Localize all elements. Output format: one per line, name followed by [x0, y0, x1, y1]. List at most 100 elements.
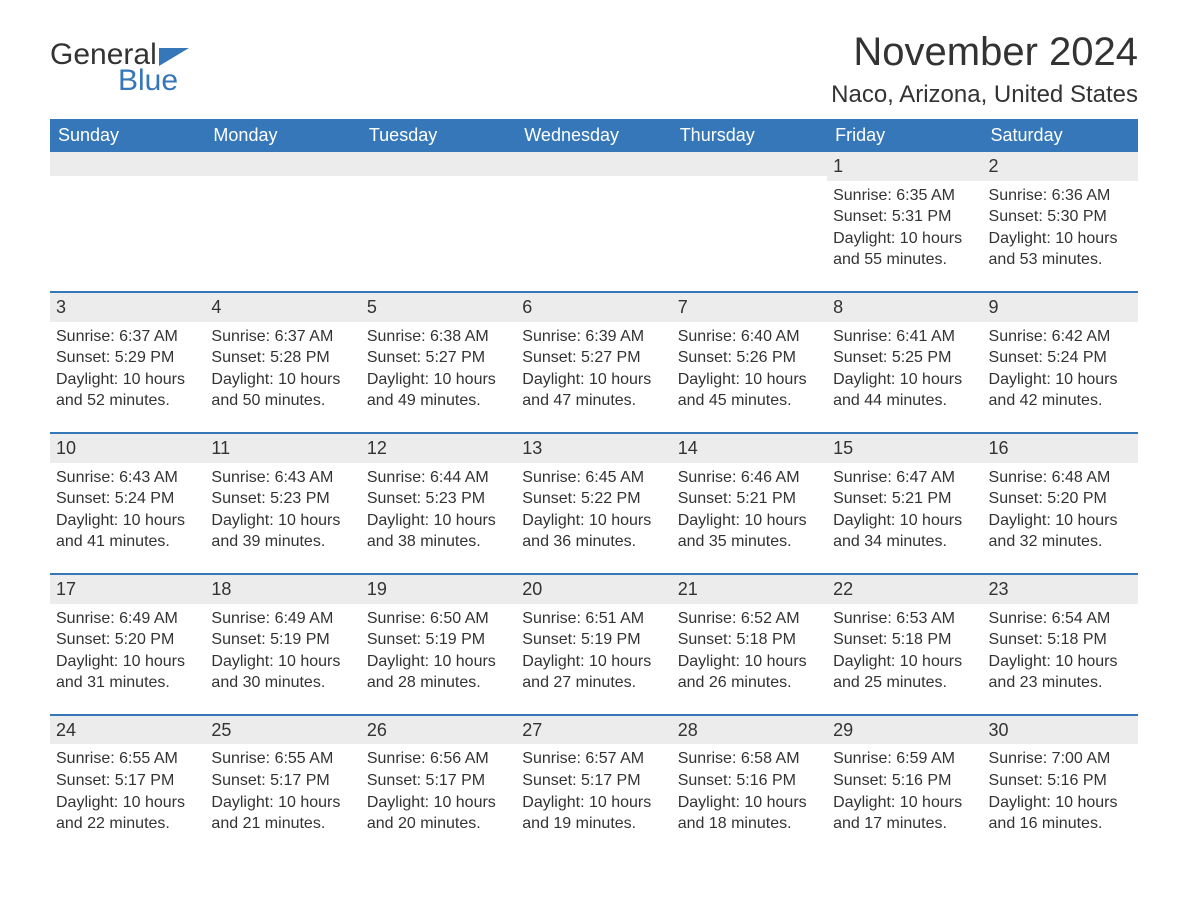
sunset-text: Sunset: 5:21 PM: [833, 488, 976, 510]
day-cell: 18 Sunrise: 6:49 AMSunset: 5:19 PMDayligh…: [205, 574, 360, 715]
dow-header: Tuesday: [361, 119, 516, 152]
sunset-text: Sunset: 5:21 PM: [678, 488, 821, 510]
day-number: 28: [678, 720, 698, 740]
day-cell: 20Sunrise: 6:51 AMSunset: 5:19 PMDayligh…: [516, 574, 671, 715]
sunrise-text: Sunrise: 6:35 AM: [833, 185, 976, 207]
sunset-text: Sunset: 5:17 PM: [211, 770, 354, 792]
day-number: 18: [211, 579, 231, 599]
daylight-text: Daylight: 10 hours and 31 minutes.: [56, 651, 199, 694]
daylight-text: Daylight: 10 hours and 26 minutes.: [678, 651, 821, 694]
day-number: 6: [522, 297, 532, 317]
day-number: 13: [522, 438, 542, 458]
sunrise-text: Sunrise: 6:45 AM: [522, 467, 665, 489]
calendar-table: SundayMondayTuesdayWednesdayThursdayFrid…: [50, 119, 1138, 855]
day-number: 22: [833, 579, 853, 599]
day-number: 4: [211, 297, 221, 317]
day-number: 21: [678, 579, 698, 599]
dow-header: Sunday: [50, 119, 205, 152]
daylight-text: Daylight: 10 hours and 20 minutes.: [367, 792, 510, 835]
daylight-text: Daylight: 10 hours and 22 minutes.: [56, 792, 199, 835]
day-cell: 7Sunrise: 6:40 AMSunset: 5:26 PMDaylight…: [672, 292, 827, 433]
day-number: 25: [211, 720, 231, 740]
logo-text-blue: Blue: [118, 66, 189, 96]
daylight-text: Daylight: 10 hours and 44 minutes.: [833, 369, 976, 412]
day-cell: [516, 152, 671, 292]
sunset-text: Sunset: 5:19 PM: [211, 629, 354, 651]
day-cell: [205, 152, 360, 292]
day-number: 17: [56, 579, 76, 599]
day-cell: [361, 152, 516, 292]
sunset-text: Sunset: 5:17 PM: [522, 770, 665, 792]
sunrise-text: Sunrise: 6:48 AM: [989, 467, 1132, 489]
sunrise-text: Sunrise: 6:52 AM: [678, 608, 821, 630]
sunset-text: Sunset: 5:24 PM: [56, 488, 199, 510]
daylight-text: Daylight: 10 hours and 17 minutes.: [833, 792, 976, 835]
sunset-text: Sunset: 5:27 PM: [522, 347, 665, 369]
sunrise-text: Sunrise: 6:59 AM: [833, 748, 976, 770]
sunset-text: Sunset: 5:17 PM: [56, 770, 199, 792]
day-number: 9: [989, 297, 999, 317]
sunrise-text: Sunrise: 6:39 AM: [522, 326, 665, 348]
sunset-text: Sunset: 5:20 PM: [989, 488, 1132, 510]
sunset-text: Sunset: 5:20 PM: [56, 629, 199, 651]
daylight-text: Daylight: 10 hours and 47 minutes.: [522, 369, 665, 412]
day-cell: 26 Sunrise: 6:56 AMSunset: 5:17 PMDayligh…: [361, 715, 516, 855]
day-number: 15: [833, 438, 853, 458]
day-cell: 12Sunrise: 6:44 AMSunset: 5:23 PMDayligh…: [361, 433, 516, 574]
day-cell: 27Sunrise: 6:57 AMSunset: 5:17 PMDayligh…: [516, 715, 671, 855]
dow-header: Friday: [827, 119, 982, 152]
day-cell: 19Sunrise: 6:50 AMSunset: 5:19 PMDayligh…: [361, 574, 516, 715]
day-cell: 2Sunrise: 6:36 AMSunset: 5:30 PMDaylight…: [983, 152, 1138, 292]
daylight-text: Daylight: 10 hours and 16 minutes.: [989, 792, 1132, 835]
sunrise-text: Sunrise: 6:37 AM: [211, 326, 354, 348]
daylight-text: Daylight: 10 hours and 53 minutes.: [989, 228, 1132, 271]
sunrise-text: Sunrise: 6:57 AM: [522, 748, 665, 770]
day-number: 20: [522, 579, 542, 599]
day-cell: 15Sunrise: 6:47 AMSunset: 5:21 PMDayligh…: [827, 433, 982, 574]
sunset-text: Sunset: 5:27 PM: [367, 347, 510, 369]
sunrise-text: Sunrise: 6:49 AM: [211, 608, 354, 630]
daylight-text: Daylight: 10 hours and 18 minutes.: [678, 792, 821, 835]
sunset-text: Sunset: 5:19 PM: [522, 629, 665, 651]
daylight-text: Daylight: 10 hours and 21 minutes.: [211, 792, 354, 835]
sunset-text: Sunset: 5:23 PM: [367, 488, 510, 510]
day-number: 26: [367, 720, 387, 740]
daylight-text: Daylight: 10 hours and 41 minutes.: [56, 510, 199, 553]
day-cell: 3Sunrise: 6:37 AMSunset: 5:29 PMDaylight…: [50, 292, 205, 433]
daylight-text: Daylight: 10 hours and 39 minutes.: [211, 510, 354, 553]
day-number: 12: [367, 438, 387, 458]
dow-header: Monday: [205, 119, 360, 152]
day-cell: 13Sunrise: 6:45 AMSunset: 5:22 PMDayligh…: [516, 433, 671, 574]
location-text: Naco, Arizona, United States: [831, 81, 1138, 109]
daylight-text: Daylight: 10 hours and 55 minutes.: [833, 228, 976, 271]
day-cell: 4Sunrise: 6:37 AMSunset: 5:28 PMDaylight…: [205, 292, 360, 433]
day-number: 23: [989, 579, 1009, 599]
daylight-text: Daylight: 10 hours and 35 minutes.: [678, 510, 821, 553]
day-cell: [672, 152, 827, 292]
sunset-text: Sunset: 5:23 PM: [211, 488, 354, 510]
sunset-text: Sunset: 5:16 PM: [678, 770, 821, 792]
day-cell: 25 Sunrise: 6:55 AMSunset: 5:17 PMDayligh…: [205, 715, 360, 855]
day-number: 2: [989, 156, 999, 176]
daylight-text: Daylight: 10 hours and 19 minutes.: [522, 792, 665, 835]
sunrise-text: Sunrise: 6:58 AM: [678, 748, 821, 770]
day-of-week-row: SundayMondayTuesdayWednesdayThursdayFrid…: [50, 119, 1138, 152]
day-cell: 10Sunrise: 6:43 AMSunset: 5:24 PMDayligh…: [50, 433, 205, 574]
sunrise-text: Sunrise: 6:43 AM: [56, 467, 199, 489]
sunrise-text: Sunrise: 6:56 AM: [367, 748, 510, 770]
day-cell: 29Sunrise: 6:59 AMSunset: 5:16 PMDayligh…: [827, 715, 982, 855]
sunrise-text: Sunrise: 6:44 AM: [367, 467, 510, 489]
daylight-text: Daylight: 10 hours and 52 minutes.: [56, 369, 199, 412]
sunset-text: Sunset: 5:18 PM: [678, 629, 821, 651]
sunrise-text: Sunrise: 6:43 AM: [211, 467, 354, 489]
page-title: November 2024: [831, 30, 1138, 75]
sunrise-text: Sunrise: 6:55 AM: [211, 748, 354, 770]
sunset-text: Sunset: 5:16 PM: [989, 770, 1132, 792]
day-number: 11: [211, 438, 230, 458]
sunset-text: Sunset: 5:17 PM: [367, 770, 510, 792]
sunset-text: Sunset: 5:19 PM: [367, 629, 510, 651]
day-number: 5: [367, 297, 377, 317]
day-number: 19: [367, 579, 387, 599]
day-number: 29: [833, 720, 853, 740]
daylight-text: Daylight: 10 hours and 30 minutes.: [211, 651, 354, 694]
